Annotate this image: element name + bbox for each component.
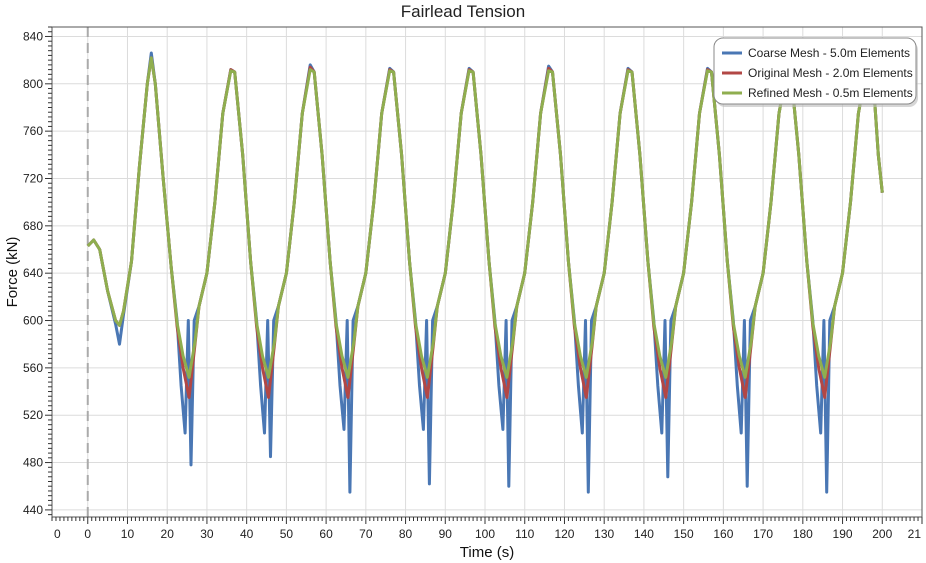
x-tick-label: 20 [161, 527, 175, 541]
x-axis: 0 10 20 30 40 50 60 70 80 90 100 110 120 130 140 150 160… [51, 517, 923, 541]
x-tick-label: 10 [121, 527, 135, 541]
x-tick-label: 180 [793, 527, 813, 541]
y-tick-label: 520 [23, 408, 43, 422]
legend: Coarse Mesh - 5.0m Elements Original Mesh… [713, 37, 918, 107]
y-tick-label: 600 [23, 314, 43, 328]
x-tick-label: 50 [280, 527, 294, 541]
x-tick-label: 190 [833, 527, 853, 541]
x-tick-label: 70 [359, 527, 373, 541]
legend-box [713, 37, 917, 105]
x-tick-label: 150 [674, 527, 694, 541]
x-tick-label: 60 [319, 527, 333, 541]
x-tick-label: 110 [515, 527, 534, 541]
series-line [86, 56, 884, 379]
x-tick-label: 200 [872, 527, 892, 541]
y-axis: 440 480 520 560 600 640 680 720 760 800 840 [23, 26, 52, 517]
legend-label: Coarse Mesh - 5.0m Elements [748, 46, 910, 60]
y-tick-label: 480 [23, 456, 43, 470]
y-tick-label: 840 [23, 29, 43, 43]
x-tick-label: 140 [634, 527, 654, 541]
plot-frame [51, 26, 923, 518]
x-tick-label: 21 [908, 527, 922, 541]
x-tick-label: 0 [54, 527, 61, 541]
y-tick-label: 560 [23, 361, 43, 375]
y-axis-label: Force (kN) [4, 237, 21, 308]
x-axis-label: Time (s) [460, 544, 514, 561]
legend-label: Original Mesh - 2.0m Elements [748, 66, 913, 80]
x-tick-label: 40 [240, 527, 254, 541]
y-tick-label: 640 [23, 266, 43, 280]
y-tick-label: 720 [23, 171, 43, 185]
x-tick-label: 160 [713, 527, 733, 541]
x-tick-label: 170 [753, 527, 773, 541]
x-tick-label: 90 [439, 527, 453, 541]
x-tick-label: 80 [399, 527, 413, 541]
chart-title: Fairlead Tension [400, 2, 526, 21]
series-group [86, 51, 884, 494]
x-tick-label: 0 [84, 527, 91, 541]
x-tick-label: 100 [475, 527, 495, 541]
y-tick-label: 760 [23, 124, 43, 138]
legend-label: Refined Mesh - 0.5m Elements [748, 86, 913, 100]
x-tick-label: 120 [554, 527, 574, 541]
x-tick-label: 30 [200, 527, 214, 541]
x-tick-label: 130 [594, 527, 614, 541]
y-tick-label: 440 [23, 503, 43, 517]
y-tick-label: 800 [23, 77, 43, 91]
y-tick-label: 680 [23, 219, 43, 233]
